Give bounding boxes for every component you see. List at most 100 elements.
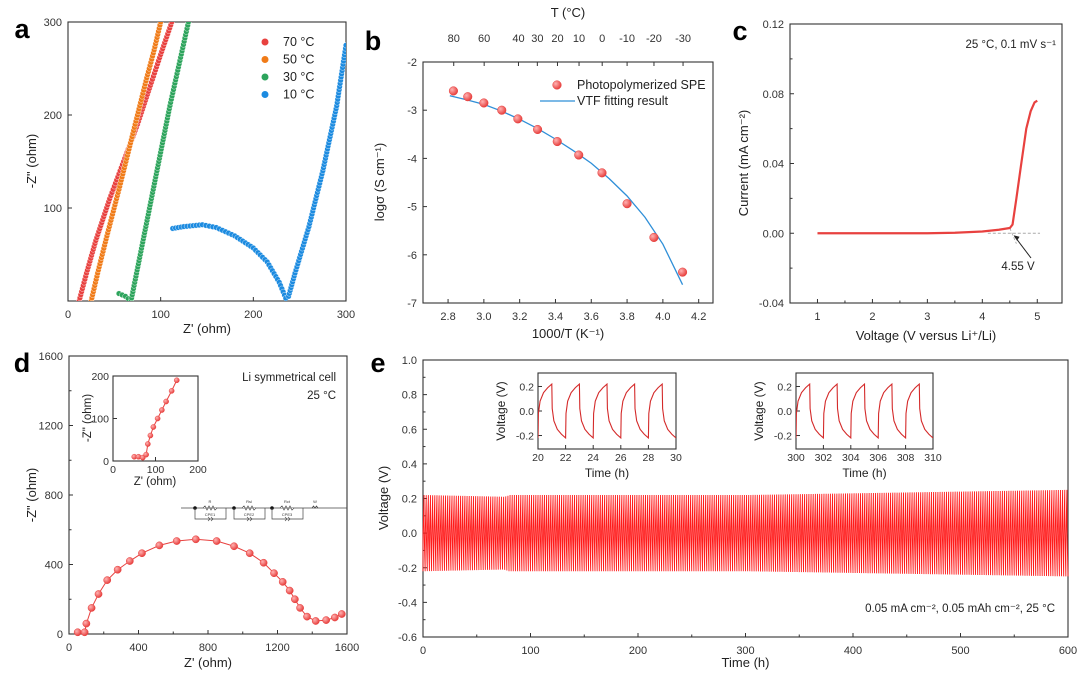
y-tick-label: 0.08 bbox=[763, 89, 784, 101]
inset-data-point bbox=[159, 407, 165, 413]
y-tick-label: 1200 bbox=[39, 421, 63, 433]
data-point bbox=[125, 557, 134, 565]
data-point bbox=[678, 267, 688, 277]
x-tick-label: 3 bbox=[924, 311, 930, 323]
y-tick-label: -7 bbox=[407, 298, 417, 310]
top-x-tick-label: 30 bbox=[531, 33, 543, 45]
data-point bbox=[185, 22, 192, 25]
arrow-head-icon bbox=[1013, 235, 1020, 241]
x-axis-label: Z' (ohm) bbox=[183, 321, 231, 336]
data-point bbox=[191, 535, 200, 544]
inset-data-point bbox=[163, 398, 169, 405]
y-tick-label: 0 bbox=[103, 456, 109, 468]
top-x-tick-label: 80 bbox=[448, 33, 460, 45]
cpe-label: CPE2 bbox=[244, 512, 255, 517]
y-tick-label: 100 bbox=[91, 414, 109, 426]
x-tick-label: 100 bbox=[147, 464, 165, 476]
vtf-fit-line bbox=[449, 95, 684, 285]
y-tick-label: -6 bbox=[407, 250, 417, 262]
x-tick-label: 308 bbox=[897, 452, 915, 464]
x-tick-label: 0 bbox=[110, 464, 116, 476]
onset-tangent bbox=[1009, 227, 1017, 244]
top-x-tick-label: 40 bbox=[512, 33, 524, 45]
y-tick-label: 1.0 bbox=[402, 355, 417, 367]
panel-a-series bbox=[76, 22, 346, 301]
x-tick-label: 400 bbox=[844, 645, 862, 657]
y-tick-label: -2 bbox=[407, 57, 417, 69]
x-tick-label: 310 bbox=[924, 452, 942, 464]
y-tick-label: 0.8 bbox=[402, 390, 417, 402]
legend-marker bbox=[552, 80, 562, 90]
resistor-icon bbox=[202, 505, 218, 511]
y-tick-label: 0.2 bbox=[402, 494, 417, 506]
data-point bbox=[291, 595, 299, 604]
inset-data-point bbox=[173, 377, 180, 384]
data-point bbox=[343, 42, 346, 49]
legend-label: 50 °C bbox=[283, 53, 314, 67]
x-tick-label: 200 bbox=[629, 645, 647, 657]
data-point bbox=[337, 610, 346, 618]
y-tick-label: -0.2 bbox=[774, 431, 792, 443]
data-point bbox=[330, 613, 339, 622]
onset-label: 4.55 V bbox=[1001, 261, 1035, 273]
panel-label-a: a bbox=[14, 14, 30, 44]
data-point bbox=[103, 576, 112, 584]
legend-marker bbox=[261, 56, 269, 63]
x-tick-label: 300 bbox=[337, 309, 355, 321]
x-tick-label: 800 bbox=[199, 642, 217, 654]
data-point bbox=[533, 124, 543, 135]
inset-x-axis-label: Time (h) bbox=[842, 466, 886, 480]
cpe-icon bbox=[284, 516, 291, 522]
data-point bbox=[296, 604, 304, 612]
x-tick-label: 400 bbox=[129, 642, 147, 654]
data-point bbox=[157, 22, 164, 25]
data-point bbox=[574, 150, 584, 160]
resistor-label: R bbox=[209, 499, 212, 504]
inset-x-axis-label: Z' (ohm) bbox=[134, 476, 177, 488]
x-tick-label: 1600 bbox=[335, 642, 359, 654]
y-tick-label: -5 bbox=[407, 202, 417, 214]
y-axis-label: -Z" (ohm) bbox=[24, 468, 39, 522]
x-axis-label: Time (h) bbox=[722, 655, 770, 670]
x-axis-label: 1000/T (K⁻¹) bbox=[532, 326, 604, 341]
data-point bbox=[245, 549, 254, 558]
inset-voltage-line bbox=[538, 382, 676, 440]
y-tick-label: 0.6 bbox=[402, 424, 417, 436]
cpe-label: CPE1 bbox=[205, 512, 216, 517]
y-tick-label: 0.4 bbox=[402, 459, 417, 471]
data-point bbox=[168, 22, 175, 25]
x-tick-label: 304 bbox=[842, 452, 860, 464]
x-tick-label: 300 bbox=[787, 452, 805, 464]
lsv-curve bbox=[817, 99, 1038, 235]
x-tick-label: 0 bbox=[65, 309, 71, 321]
y-tick-label: 0.04 bbox=[763, 159, 784, 171]
x-tick-label: 302 bbox=[815, 452, 833, 464]
cell-label: Li symmetrical cell bbox=[242, 372, 336, 384]
resistor-label: Rct bbox=[284, 499, 291, 504]
x-tick-label: 1 bbox=[814, 311, 820, 323]
y-tick-label: 100 bbox=[44, 203, 62, 215]
data-point bbox=[259, 558, 268, 567]
data-point bbox=[322, 616, 330, 624]
inset-data-point bbox=[143, 451, 149, 458]
y-tick-label: -0.6 bbox=[398, 632, 417, 644]
voltage-profile-line bbox=[422, 489, 1069, 577]
y-tick-label: 0.0 bbox=[402, 528, 417, 540]
condition-label: 25 °C, 0.1 mV s⁻¹ bbox=[965, 39, 1056, 51]
inset-y-axis-label: Voltage (V) bbox=[752, 381, 766, 440]
data-point bbox=[82, 619, 91, 628]
cpe-branch bbox=[233, 508, 266, 520]
y-tick-label: 0.0 bbox=[777, 406, 792, 418]
x-tick-label: 3.4 bbox=[548, 311, 563, 323]
y-tick-label: 0.00 bbox=[763, 228, 784, 240]
top-x-tick-label: 0 bbox=[599, 33, 605, 45]
inset-x-axis-label: Time (h) bbox=[585, 466, 629, 480]
y-tick-label: -4 bbox=[407, 153, 417, 165]
panel-e-frame bbox=[422, 359, 1069, 638]
warburg-icon bbox=[311, 505, 319, 509]
eis-line bbox=[77, 538, 343, 633]
x-tick-label: 1200 bbox=[265, 642, 289, 654]
data-point bbox=[94, 590, 103, 598]
data-point bbox=[230, 542, 238, 551]
